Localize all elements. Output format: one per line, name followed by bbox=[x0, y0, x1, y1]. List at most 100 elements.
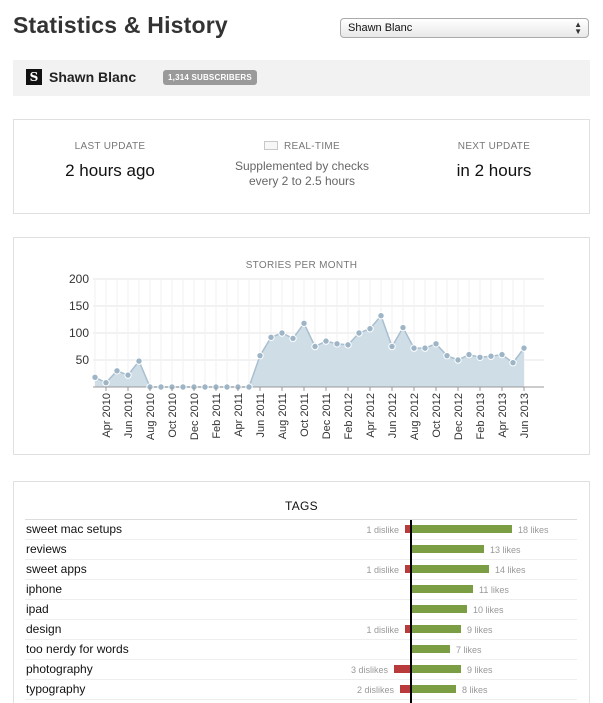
chart-point bbox=[498, 350, 506, 359]
next-update: NEXT UPDATE in 2 hours bbox=[398, 120, 590, 181]
tag-name[interactable]: photography bbox=[26, 662, 93, 676]
x-tick-label: Jun 2012 bbox=[387, 393, 399, 438]
last-update-value: 2 hours ago bbox=[65, 161, 155, 180]
chart-point bbox=[124, 371, 132, 379]
tag-name[interactable]: reviews bbox=[26, 542, 67, 556]
like-bar bbox=[411, 525, 512, 533]
dislike-bar bbox=[405, 625, 411, 633]
x-tick-label: Apr 2013 bbox=[497, 393, 509, 438]
chart-point bbox=[201, 383, 209, 391]
feed-bar: S Shawn Blanc 1,314 SUBSCRIBERS bbox=[13, 60, 590, 96]
chart-point bbox=[509, 359, 517, 367]
like-bar bbox=[411, 645, 450, 653]
chart-point bbox=[135, 357, 143, 365]
dislikes-label: 1 dislike bbox=[366, 565, 399, 575]
likes-label: 9 likes bbox=[467, 665, 493, 675]
feed-logo: S bbox=[26, 69, 42, 85]
tag-name[interactable]: ipad bbox=[26, 602, 49, 616]
chart-point bbox=[487, 352, 495, 360]
y-tick-label: 100 bbox=[69, 326, 89, 340]
realtime-desc-line1: Supplemented by checks bbox=[234, 159, 370, 173]
chart-point bbox=[432, 340, 440, 348]
chart-point bbox=[377, 312, 385, 320]
likes-label: 18 likes bbox=[518, 525, 549, 535]
dislike-bar bbox=[400, 685, 411, 693]
tag-row: typography 8 likes 2 dislikes bbox=[25, 680, 577, 700]
chart-point bbox=[300, 319, 308, 327]
dislikes-label: 1 dislike bbox=[366, 525, 399, 535]
realtime-description: Supplemented by checks every 2 to 2.5 ho… bbox=[206, 159, 398, 189]
chart-point bbox=[113, 367, 121, 375]
tag-name[interactable]: iphone bbox=[26, 582, 63, 596]
tag-row: too nerdy for words 7 likes bbox=[25, 640, 577, 660]
realtime-desc-line2: every 2 to 2.5 hours bbox=[248, 174, 356, 188]
x-tick-label: Dec 2010 bbox=[189, 393, 201, 440]
like-bar bbox=[411, 685, 456, 693]
realtime-label: REAL-TIME bbox=[283, 141, 341, 152]
chart-point bbox=[443, 351, 451, 360]
realtime-checkbox[interactable] bbox=[263, 141, 278, 150]
chart-point bbox=[179, 383, 187, 391]
tags-header-divider bbox=[25, 519, 577, 520]
chart-point bbox=[311, 342, 319, 351]
dislike-bar bbox=[394, 665, 411, 673]
likes-label: 7 likes bbox=[456, 645, 482, 655]
chart-point bbox=[267, 333, 275, 342]
likes-label: 8 likes bbox=[462, 685, 488, 695]
dislike-bar bbox=[405, 565, 411, 573]
x-tick-label: Feb 2011 bbox=[211, 393, 223, 439]
chart-point bbox=[476, 353, 484, 362]
x-tick-label: Jun 2011 bbox=[255, 393, 267, 437]
chart-point bbox=[289, 334, 297, 343]
x-tick-label: Aug 2012 bbox=[409, 393, 421, 440]
chart-point bbox=[388, 342, 396, 351]
like-bar bbox=[411, 605, 467, 613]
dislike-bar bbox=[405, 525, 411, 533]
y-tick-label: 200 bbox=[69, 272, 89, 286]
tag-name[interactable]: sweet apps bbox=[26, 562, 87, 576]
like-bar bbox=[411, 545, 484, 553]
likes-label: 10 likes bbox=[473, 605, 504, 615]
x-tick-label: Feb 2012 bbox=[343, 393, 355, 439]
dislikes-label: 1 dislike bbox=[366, 625, 399, 635]
chart-point bbox=[245, 383, 253, 391]
subscriber-badge: 1,314 SUBSCRIBERS bbox=[163, 70, 257, 85]
chart-point bbox=[157, 383, 165, 391]
x-tick-label: Oct 2012 bbox=[431, 393, 443, 438]
tags-zero-axis bbox=[410, 520, 412, 703]
tag-name[interactable]: typography bbox=[26, 682, 86, 696]
feed-name: Shawn Blanc bbox=[49, 69, 137, 85]
chart-title: STORIES PER MONTH bbox=[245, 260, 358, 271]
site-select-value: Shawn Blanc bbox=[348, 22, 413, 34]
x-tick-label: Aug 2010 bbox=[145, 393, 157, 440]
select-arrows-icon: ▲ ▼ bbox=[574, 20, 582, 36]
realtime-header: REAL-TIME bbox=[206, 141, 398, 152]
likes-label: 9 likes bbox=[467, 625, 493, 635]
chart-point bbox=[223, 383, 231, 391]
chart-point bbox=[399, 323, 407, 332]
chart-point bbox=[366, 324, 374, 333]
tag-row: ipad 10 likes bbox=[25, 600, 577, 620]
site-select[interactable]: Shawn Blanc ▲ ▼ bbox=[340, 18, 589, 38]
page-title: Statistics & History bbox=[13, 12, 228, 38]
y-tick-label: 150 bbox=[69, 299, 89, 313]
tags-title: TAGS bbox=[285, 499, 318, 513]
chart-point bbox=[465, 350, 473, 359]
tag-row: sweet mac setups 18 likes 1 dislike bbox=[25, 520, 577, 540]
likes-label: 11 likes bbox=[479, 585, 509, 595]
tag-row: design 9 likes 1 dislike bbox=[25, 620, 577, 640]
x-tick-label: Apr 2012 bbox=[365, 393, 377, 438]
like-bar bbox=[411, 625, 461, 633]
next-update-label: NEXT UPDATE bbox=[457, 141, 531, 152]
x-tick-label: Oct 2010 bbox=[167, 393, 179, 438]
tag-name[interactable]: design bbox=[26, 622, 62, 636]
like-bar bbox=[411, 565, 489, 573]
tag-name[interactable]: sweet mac setups bbox=[26, 522, 123, 536]
tag-name[interactable]: too nerdy for words bbox=[26, 642, 129, 656]
chart-point bbox=[344, 341, 352, 349]
x-tick-label: Dec 2012 bbox=[453, 393, 465, 440]
like-bar bbox=[411, 585, 473, 593]
x-tick-label: Apr 2010 bbox=[101, 393, 113, 438]
update-panel: LAST UPDATE 2 hours ago REAL-TIME Supple… bbox=[13, 119, 590, 214]
last-update-label: LAST UPDATE bbox=[74, 141, 146, 152]
